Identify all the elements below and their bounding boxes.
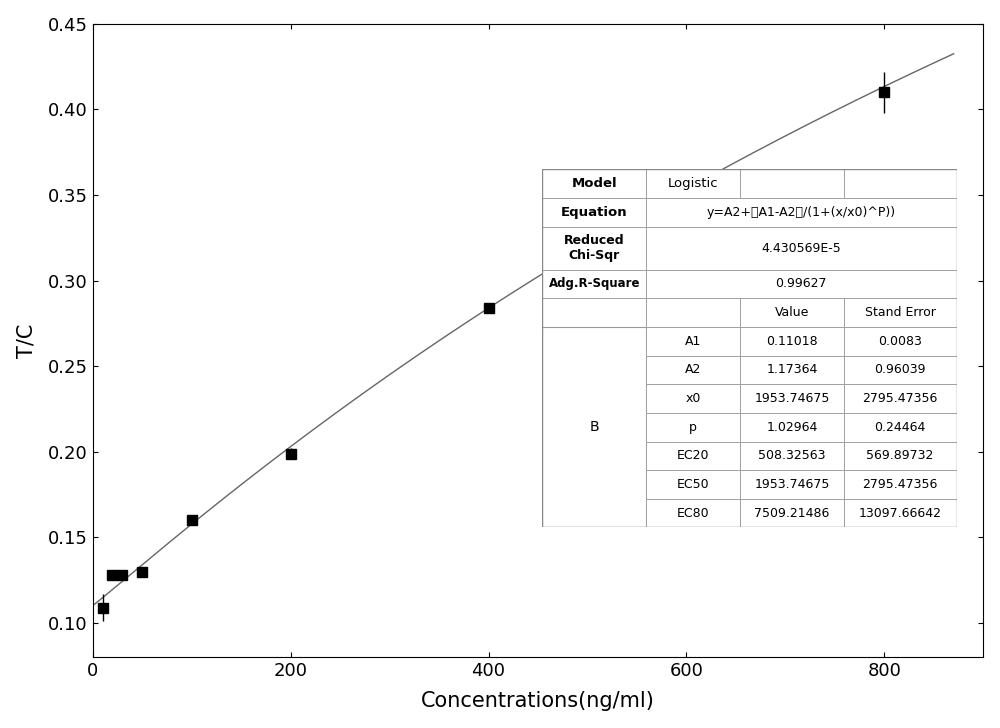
X-axis label: Concentrations(ng/ml): Concentrations(ng/ml) — [421, 692, 655, 711]
Y-axis label: T/C: T/C — [17, 323, 37, 357]
